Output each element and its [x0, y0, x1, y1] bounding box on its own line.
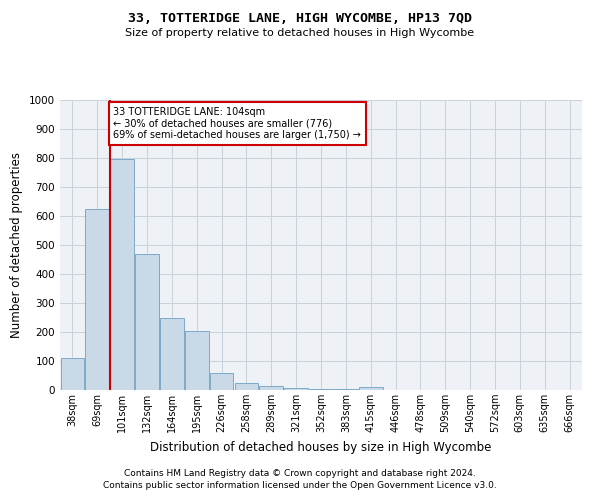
Bar	[210, 372, 233, 390]
Text: Contains public sector information licensed under the Open Government Licence v3: Contains public sector information licen…	[103, 481, 497, 490]
Bar	[259, 386, 283, 390]
Y-axis label: Number of detached properties: Number of detached properties	[10, 152, 23, 338]
Text: 33, TOTTERIDGE LANE, HIGH WYCOMBE, HP13 7QD: 33, TOTTERIDGE LANE, HIGH WYCOMBE, HP13 …	[128, 12, 472, 26]
Bar	[135, 254, 159, 390]
Text: Contains HM Land Registry data © Crown copyright and database right 2024.: Contains HM Land Registry data © Crown c…	[124, 468, 476, 477]
Bar	[185, 330, 209, 390]
Bar	[235, 383, 258, 390]
Bar	[160, 318, 184, 390]
Bar	[85, 209, 109, 390]
Bar	[284, 388, 308, 390]
X-axis label: Distribution of detached houses by size in High Wycombe: Distribution of detached houses by size …	[151, 440, 491, 454]
Text: Size of property relative to detached houses in High Wycombe: Size of property relative to detached ho…	[125, 28, 475, 38]
Bar	[359, 387, 383, 390]
Text: 33 TOTTERIDGE LANE: 104sqm
← 30% of detached houses are smaller (776)
69% of sem: 33 TOTTERIDGE LANE: 104sqm ← 30% of deta…	[113, 108, 361, 140]
Bar	[61, 358, 84, 390]
Bar	[110, 160, 134, 390]
